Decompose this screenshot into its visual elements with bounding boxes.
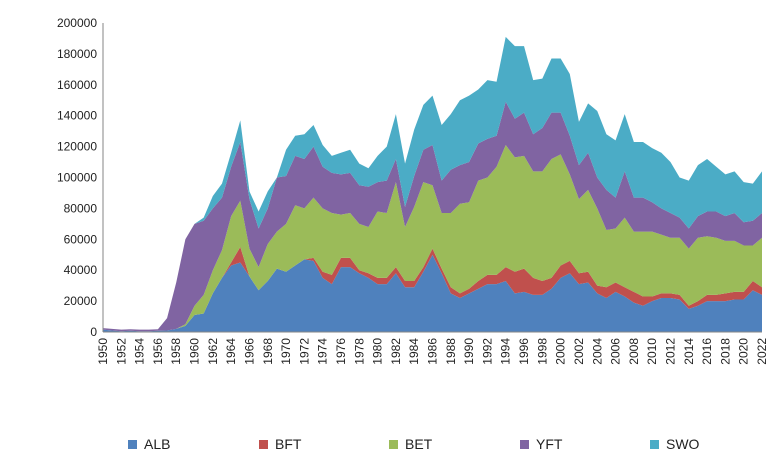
x-tick-label: 1974	[316, 338, 330, 365]
y-tick-label: 200000	[57, 16, 97, 30]
x-tick-label: 2008	[627, 338, 641, 365]
y-tick-label: 140000	[57, 109, 97, 123]
x-tick-label: 1996	[517, 338, 531, 365]
x-tick-label: 1982	[389, 338, 403, 365]
x-tick-label: 1962	[206, 338, 220, 365]
x-tick-label: 1958	[169, 338, 183, 365]
x-tick-label: 1994	[499, 338, 513, 365]
y-tick-label: 20000	[64, 294, 98, 308]
legend-swatch	[650, 439, 659, 449]
x-tick-label: 2010	[645, 338, 659, 365]
x-tick-label: 2016	[700, 338, 714, 365]
x-tick-label: 1968	[261, 338, 275, 365]
area-series-yft	[103, 101, 762, 332]
legend-label: BFT	[275, 436, 302, 452]
y-tick-label: 40000	[64, 263, 98, 277]
legend-swatch	[259, 439, 268, 449]
y-tick-label: 60000	[64, 232, 98, 246]
legend-item-bft: BFT	[259, 436, 301, 452]
legend-item-yft: YFT	[520, 436, 562, 452]
x-tick-label: 1998	[535, 338, 549, 365]
x-tick-label: 2004	[590, 338, 604, 365]
x-tick-label: 2006	[609, 338, 623, 365]
y-tick-label: 180000	[57, 47, 97, 61]
x-tick-label: 1990	[462, 338, 476, 365]
chart-legend: ALB BFT BET YFT SWO	[0, 436, 770, 456]
legend-label: ALB	[144, 436, 171, 452]
legend-label: BET	[405, 436, 433, 452]
x-tick-label: 1972	[297, 338, 311, 365]
x-tick-label: 1966	[242, 338, 256, 365]
y-tick-label: 160000	[57, 78, 97, 92]
x-tick-label: 1954	[133, 338, 147, 365]
x-tick-label: 2014	[682, 338, 696, 365]
legend-swatch	[520, 439, 529, 449]
y-tick-label: 100000	[57, 171, 97, 185]
x-tick-label: 2012	[663, 338, 677, 365]
x-tick-label: 1952	[114, 338, 128, 365]
x-tick-label: 1992	[480, 338, 494, 365]
y-tick-label: 120000	[57, 140, 97, 154]
area-series-bet	[103, 145, 762, 332]
legend-swatch	[128, 439, 137, 449]
x-tick-label: 1960	[188, 338, 202, 365]
x-tick-label: 1978	[352, 338, 366, 365]
x-tick-label: 2002	[572, 338, 586, 365]
x-tick-label: 1970	[279, 338, 293, 365]
x-tick-label: 2000	[554, 338, 568, 365]
legend-swatch	[389, 439, 398, 449]
legend-item-alb: ALB	[128, 436, 170, 452]
x-tick-label: 1984	[407, 338, 421, 365]
x-tick-label: 1964	[224, 338, 238, 365]
area-series-swo	[103, 36, 762, 330]
area-series-alb	[103, 254, 762, 332]
x-tick-label: 1950	[96, 338, 110, 365]
x-tick-label: 1980	[371, 338, 385, 365]
legend-label: SWO	[666, 436, 700, 452]
x-tick-label: 1956	[151, 338, 165, 365]
x-tick-label: 1976	[334, 338, 348, 365]
legend-label: YFT	[536, 436, 563, 452]
y-tick-label: 80000	[64, 201, 98, 215]
legend-item-swo: SWO	[650, 436, 699, 452]
y-tick-label: 0	[90, 325, 97, 339]
x-tick-label: 2020	[737, 338, 751, 365]
x-tick-label: 1988	[444, 338, 458, 365]
x-tick-label: 2018	[718, 338, 732, 365]
x-tick-label: 2022	[755, 338, 769, 365]
x-tick-label: 1986	[426, 338, 440, 365]
legend-item-bet: BET	[389, 436, 432, 452]
